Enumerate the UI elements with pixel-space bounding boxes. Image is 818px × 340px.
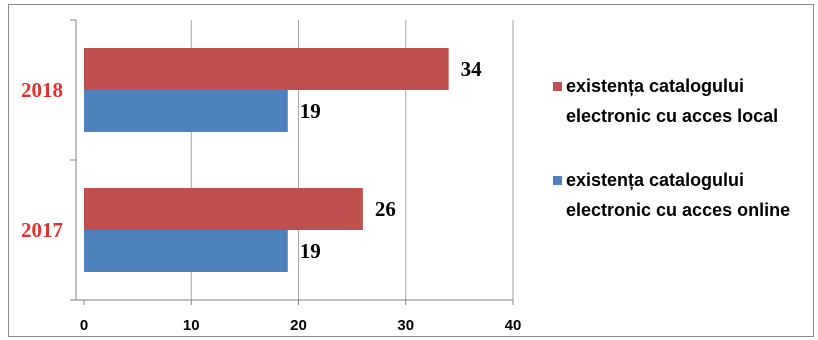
category-label: 2017	[21, 218, 63, 242]
data-label: 19	[300, 99, 321, 123]
data-label: 26	[375, 197, 396, 221]
x-tick-label: 20	[290, 317, 307, 334]
legend-label: existența catalogului	[566, 76, 744, 96]
x-tick-label: 40	[505, 317, 522, 334]
data-label: 19	[300, 239, 321, 263]
legend-label: electronic cu acces local	[566, 106, 778, 126]
x-tick-label: 0	[80, 317, 88, 334]
data-label: 34	[461, 57, 483, 81]
bar-2017-series-0	[84, 188, 363, 230]
bar-2018-series-1	[84, 90, 288, 132]
bar-2018-series-0	[84, 48, 449, 90]
legend-label: electronic cu acces online	[566, 200, 790, 220]
category-label: 2018	[21, 78, 63, 102]
legend-label: existența catalogului	[566, 170, 744, 190]
legend-swatch	[553, 82, 562, 91]
x-tick-label: 30	[397, 317, 414, 334]
legend-swatch	[553, 176, 562, 185]
bar-2017-series-1	[84, 230, 288, 272]
x-tick-label: 10	[183, 317, 200, 334]
